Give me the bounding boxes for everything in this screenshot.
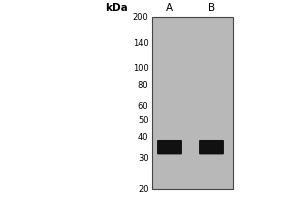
FancyBboxPatch shape [157,140,182,154]
Text: 30: 30 [138,154,148,163]
Text: 140: 140 [133,39,148,48]
Text: 200: 200 [133,12,148,21]
Text: 20: 20 [138,184,148,194]
Text: 100: 100 [133,64,148,73]
Text: 40: 40 [138,133,148,142]
FancyBboxPatch shape [199,140,224,154]
Text: 60: 60 [138,102,148,111]
Text: 50: 50 [138,116,148,125]
Bar [152,17,232,189]
Text: kDa: kDa [105,3,128,13]
Text: 80: 80 [138,81,148,90]
Text: B: B [208,3,215,13]
Text: A: A [166,3,173,13]
